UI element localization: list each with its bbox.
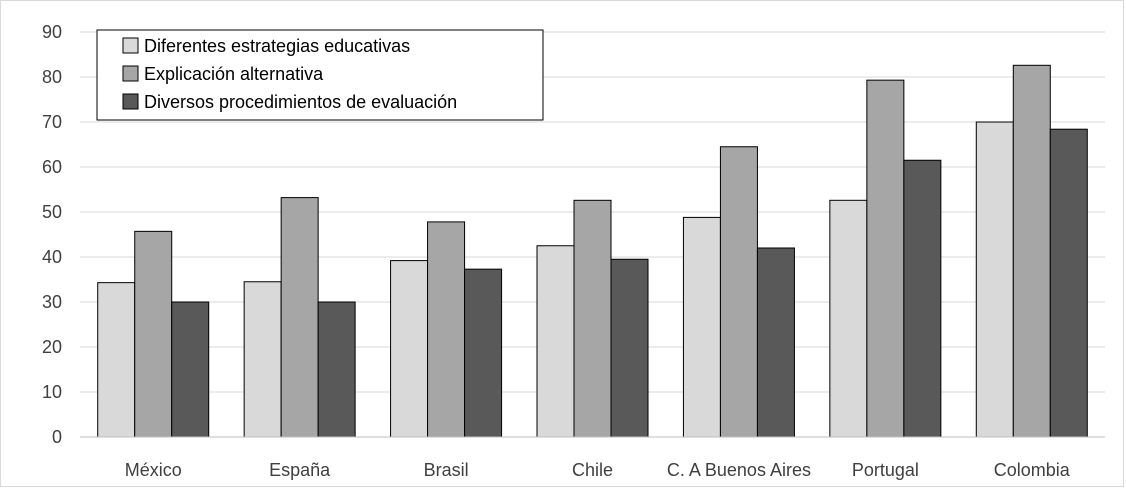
bar <box>171 301 210 438</box>
bar <box>390 260 429 438</box>
legend-swatch <box>122 65 139 82</box>
bar <box>427 221 466 438</box>
bar <box>903 159 942 438</box>
bar <box>610 258 649 438</box>
legend-box <box>96 29 544 121</box>
y-tick-label: 70 <box>42 112 62 132</box>
bar <box>280 197 319 438</box>
bar <box>866 79 905 438</box>
legend: Diferentes estrategias educativas Explica… <box>96 29 544 121</box>
legend-swatch <box>122 37 139 54</box>
bar <box>536 245 575 438</box>
x-tick-label: Chile <box>572 460 613 480</box>
bar <box>719 146 758 438</box>
bar <box>573 199 612 438</box>
legend-label: Diferentes estrategias educativas <box>144 36 410 56</box>
bar <box>1012 64 1051 438</box>
legend-label: Explicación alternativa <box>144 64 324 84</box>
y-tick-label: 20 <box>42 337 62 357</box>
y-tick-label: 90 <box>42 22 62 42</box>
bar <box>975 121 1014 438</box>
bar <box>1049 128 1088 438</box>
bar <box>134 230 173 438</box>
y-tick-label: 10 <box>42 382 62 402</box>
x-tick-label: Portugal <box>852 460 919 480</box>
x-tick-label: México <box>125 460 182 480</box>
y-tick-label: 0 <box>52 427 62 447</box>
bars <box>97 64 1088 438</box>
y-tick-label: 80 <box>42 67 62 87</box>
bar <box>756 247 795 438</box>
y-tick-label: 60 <box>42 157 62 177</box>
y-axis-ticks: 0 10 20 30 40 50 60 70 80 90 <box>42 22 62 447</box>
bar <box>829 199 868 438</box>
y-tick-label: 40 <box>42 247 62 267</box>
bar <box>97 282 136 438</box>
legend-label: Diversos procedimientos de evaluación <box>144 92 457 112</box>
bar <box>464 268 503 438</box>
bar <box>317 301 356 438</box>
x-tick-label: C. A Buenos Aires <box>667 460 811 480</box>
y-tick-label: 50 <box>42 202 62 222</box>
x-tick-label: Colombia <box>994 460 1071 480</box>
x-tick-label: Brasil <box>424 460 469 480</box>
legend-swatch <box>122 93 139 110</box>
y-tick-label: 30 <box>42 292 62 312</box>
x-tick-label: España <box>269 460 331 480</box>
x-axis-ticks: México España Brasil Chile C. A Buenos Aires… <box>125 460 1071 480</box>
bar <box>682 216 721 438</box>
bar <box>243 281 282 438</box>
